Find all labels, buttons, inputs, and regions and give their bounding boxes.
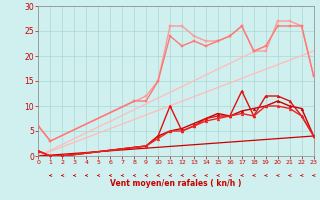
X-axis label: Vent moyen/en rafales ( kn/h ): Vent moyen/en rafales ( kn/h ): [110, 179, 242, 188]
